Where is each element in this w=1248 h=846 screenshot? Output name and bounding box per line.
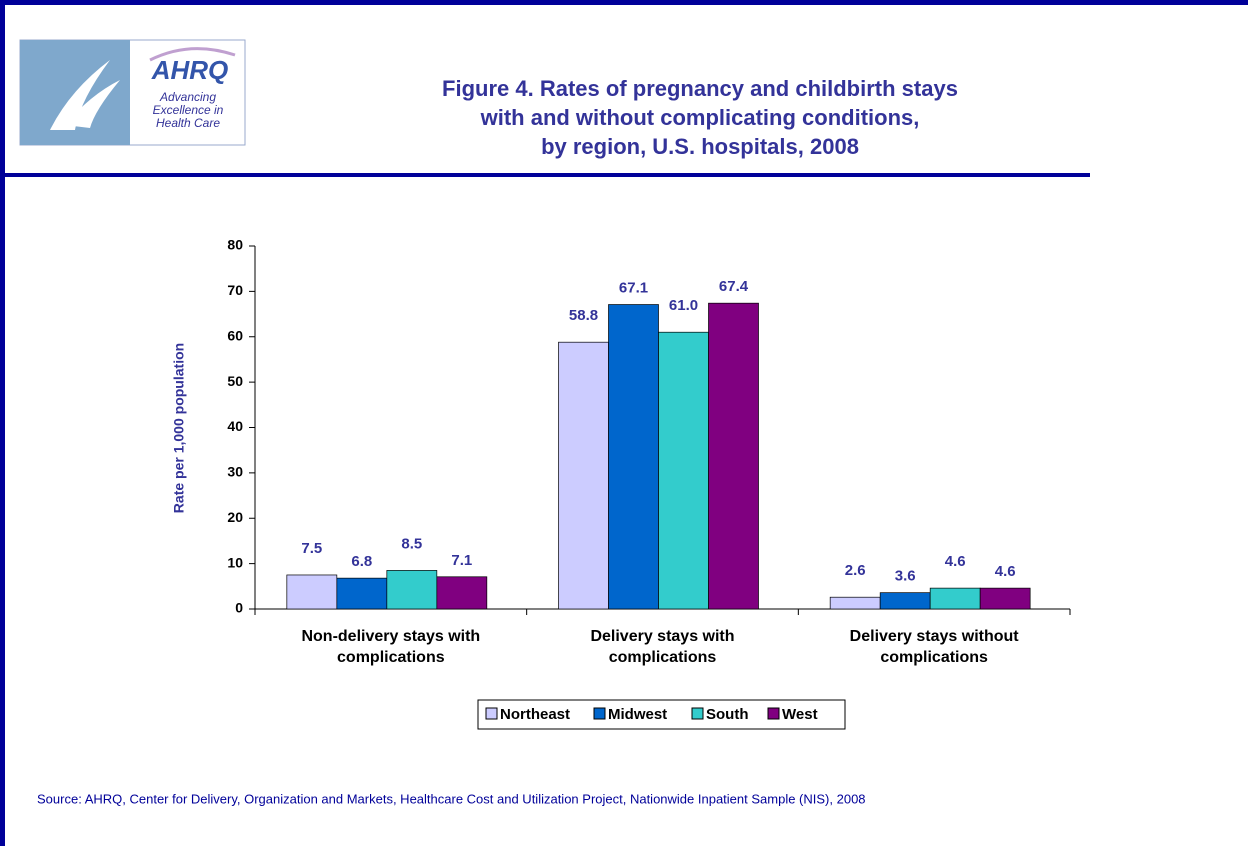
- bar: [929, 587, 981, 610]
- chart-title: Figure 4. Rates of pregnancy and childbi…: [442, 76, 958, 101]
- legend-label: Midwest: [608, 706, 667, 723]
- legend-swatch: [767, 707, 780, 720]
- bar: [879, 592, 931, 610]
- legend-label: Northeast: [500, 706, 570, 723]
- bar: [829, 596, 881, 610]
- legend-label: West: [782, 706, 818, 723]
- bar: [436, 576, 488, 610]
- top-border: [0, 0, 1248, 5]
- y-tick-label: 80: [227, 237, 243, 253]
- y-tick-label: 0: [235, 600, 243, 616]
- x-tick-label: Delivery stays without complications: [849, 628, 1019, 666]
- chart-title: with and without complicating conditions…: [480, 105, 920, 130]
- left-border: [0, 0, 5, 846]
- bar: [708, 302, 759, 610]
- logo-tagline: Health Care: [156, 116, 220, 130]
- value-label: 3.6: [895, 568, 916, 585]
- value-label: 7.1: [451, 552, 472, 569]
- value-label: 8.5: [401, 535, 422, 552]
- value-label: 67.4: [719, 278, 749, 295]
- legend-swatch: [691, 707, 704, 720]
- logo-name: AHRQ: [151, 55, 229, 85]
- bar: [336, 577, 388, 610]
- x-tick-label: Delivery stays with complications: [590, 628, 735, 666]
- chart-title: by region, U.S. hospitals, 2008: [541, 134, 859, 159]
- bar: [658, 331, 709, 610]
- value-label: 4.6: [995, 563, 1016, 580]
- bar: [286, 574, 338, 610]
- source: Source: AHRQ, Center for Delivery, Organ…: [37, 791, 866, 806]
- logo: AHRQ Advancing Excellence in Health Care: [19, 39, 246, 146]
- legend-box: [477, 699, 846, 730]
- logo-arc: [149, 47, 236, 62]
- value-label: 6.8: [351, 553, 372, 570]
- bar: [386, 570, 438, 610]
- legend-swatch: [593, 707, 606, 720]
- bar: [608, 304, 659, 610]
- y-tick-label: 40: [227, 418, 243, 434]
- legend-swatch: [485, 707, 498, 720]
- value-label: 4.6: [945, 553, 966, 570]
- y-tick-label: 50: [227, 373, 243, 389]
- title-rule: [0, 173, 1090, 177]
- bar: [558, 341, 609, 610]
- logo-eagle: [50, 60, 120, 130]
- logo-tagline: Excellence in: [153, 103, 224, 117]
- bar: [979, 587, 1031, 610]
- x-tick-label: Non-delivery stays with complications: [301, 628, 481, 666]
- value-label: 58.8: [569, 307, 598, 324]
- logo-tagline: Advancing: [159, 90, 216, 104]
- y-tick-label: 20: [227, 509, 243, 525]
- y-tick-label: 60: [227, 327, 243, 343]
- value-label: 2.6: [845, 562, 866, 579]
- y-tick-label: 70: [227, 282, 243, 298]
- y-tick-label: 30: [227, 464, 243, 480]
- y-axis-label: Rate per 1,000 population: [171, 343, 187, 513]
- value-label: 67.1: [619, 280, 648, 297]
- value-label: 61.0: [669, 297, 698, 314]
- value-label: 7.5: [301, 540, 322, 557]
- legend-label: South: [706, 706, 749, 723]
- y-tick-label: 10: [227, 554, 243, 570]
